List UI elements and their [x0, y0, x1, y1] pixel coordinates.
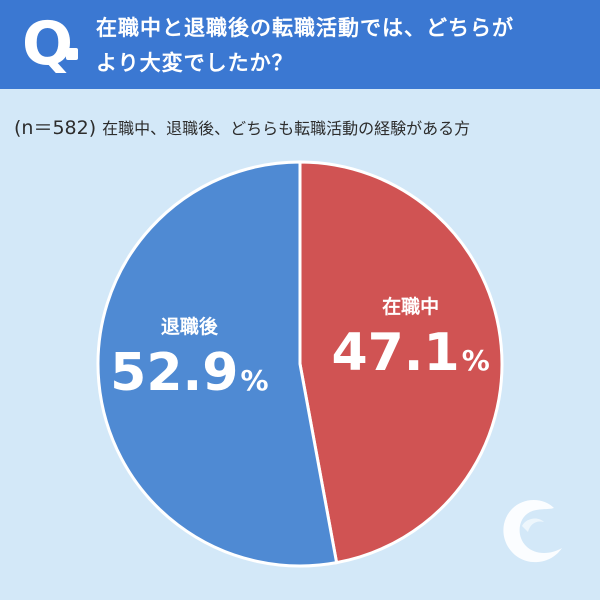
slice-label-after-leaving: 退職後 52.9%: [89, 312, 289, 411]
q-dot: [66, 48, 78, 60]
pie-slice-0: [298, 160, 504, 565]
pie-slice-1: [96, 160, 339, 568]
slice-label-on-the-job: 在職中 47.1%: [311, 292, 511, 391]
slice-value: 47.1%: [331, 322, 490, 383]
question-header: Q 在職中と退職後の転職活動では、どちらが より大変でしたか？: [0, 0, 600, 89]
respondent-note: (n＝582) 在職中、退職後、どちらも転職活動の経験がある方: [14, 113, 594, 140]
c-swoosh-logo-icon: [503, 500, 562, 563]
question-line-2: より大変でしたか？: [96, 51, 294, 75]
slice-name: 在職中: [382, 295, 440, 318]
sample-size: (n＝582): [14, 117, 97, 139]
respondent-description: 在職中、退職後、どちらも転職活動の経験がある方: [102, 119, 471, 138]
q-mark: Q: [22, 9, 74, 79]
slice-name: 退職後: [160, 316, 218, 339]
question-line-1: 在職中と退職後の転職活動では、どちらが: [96, 16, 514, 40]
slice-value: 52.9%: [110, 343, 269, 404]
